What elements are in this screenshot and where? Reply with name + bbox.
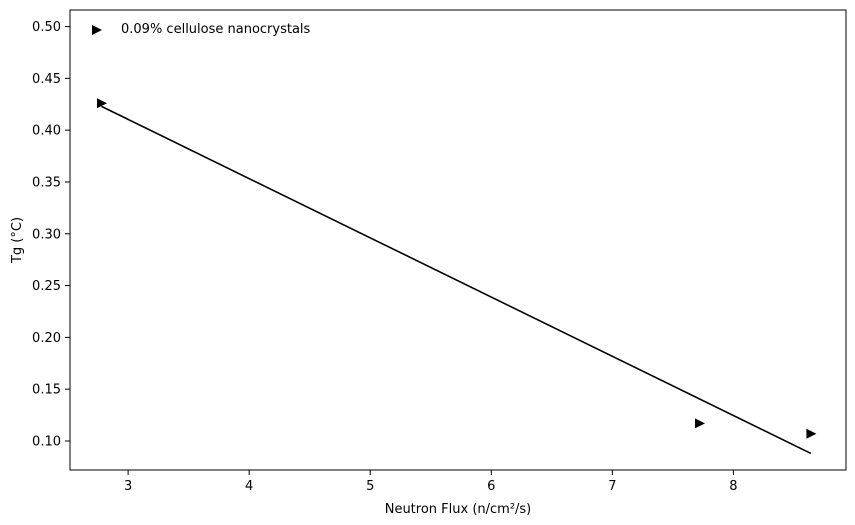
y-tick-label: 0.30	[32, 227, 61, 242]
x-tick-label: 5	[366, 479, 374, 494]
x-tick-label: 7	[608, 479, 616, 494]
x-tick-label: 8	[729, 479, 737, 494]
y-tick-label: 0.40	[32, 124, 61, 139]
data-point-1	[96, 98, 107, 109]
y-tick-label: 0.35	[32, 175, 61, 190]
y-tick-label: 0.15	[32, 383, 61, 398]
legend: 0.09% cellulose nanocrystals	[92, 22, 311, 37]
plot-content	[96, 98, 817, 455]
x-tick-label: 6	[487, 479, 495, 494]
y-tick-label: 0.45	[32, 72, 61, 87]
plot-frame	[69, 9, 847, 471]
y-axis: 0.10 0.15 0.20 0.25 0.30 0.35 0.40 0.45 0.50	[32, 20, 70, 449]
legend-label: 0.09% cellulose nanocrystals	[121, 22, 311, 37]
data-point-3	[806, 428, 817, 439]
x-axis-label: Neutron Flux (n/cm²/s)	[385, 502, 532, 517]
x-tick-label: 3	[124, 479, 132, 494]
y-tick-label: 0.20	[32, 331, 61, 346]
y-axis-label: Tg (°C)	[10, 217, 25, 264]
x-tick-label: 4	[245, 479, 253, 494]
legend-marker-triangle-icon	[92, 25, 102, 35]
y-tick-label: 0.25	[32, 279, 61, 294]
data-point-2	[695, 418, 706, 429]
y-tick-label: 0.10	[32, 434, 61, 449]
trend-line	[101, 105, 812, 455]
y-tick-label: 0.50	[32, 20, 61, 35]
x-axis: 3 4 5 6 7 8	[124, 470, 738, 494]
